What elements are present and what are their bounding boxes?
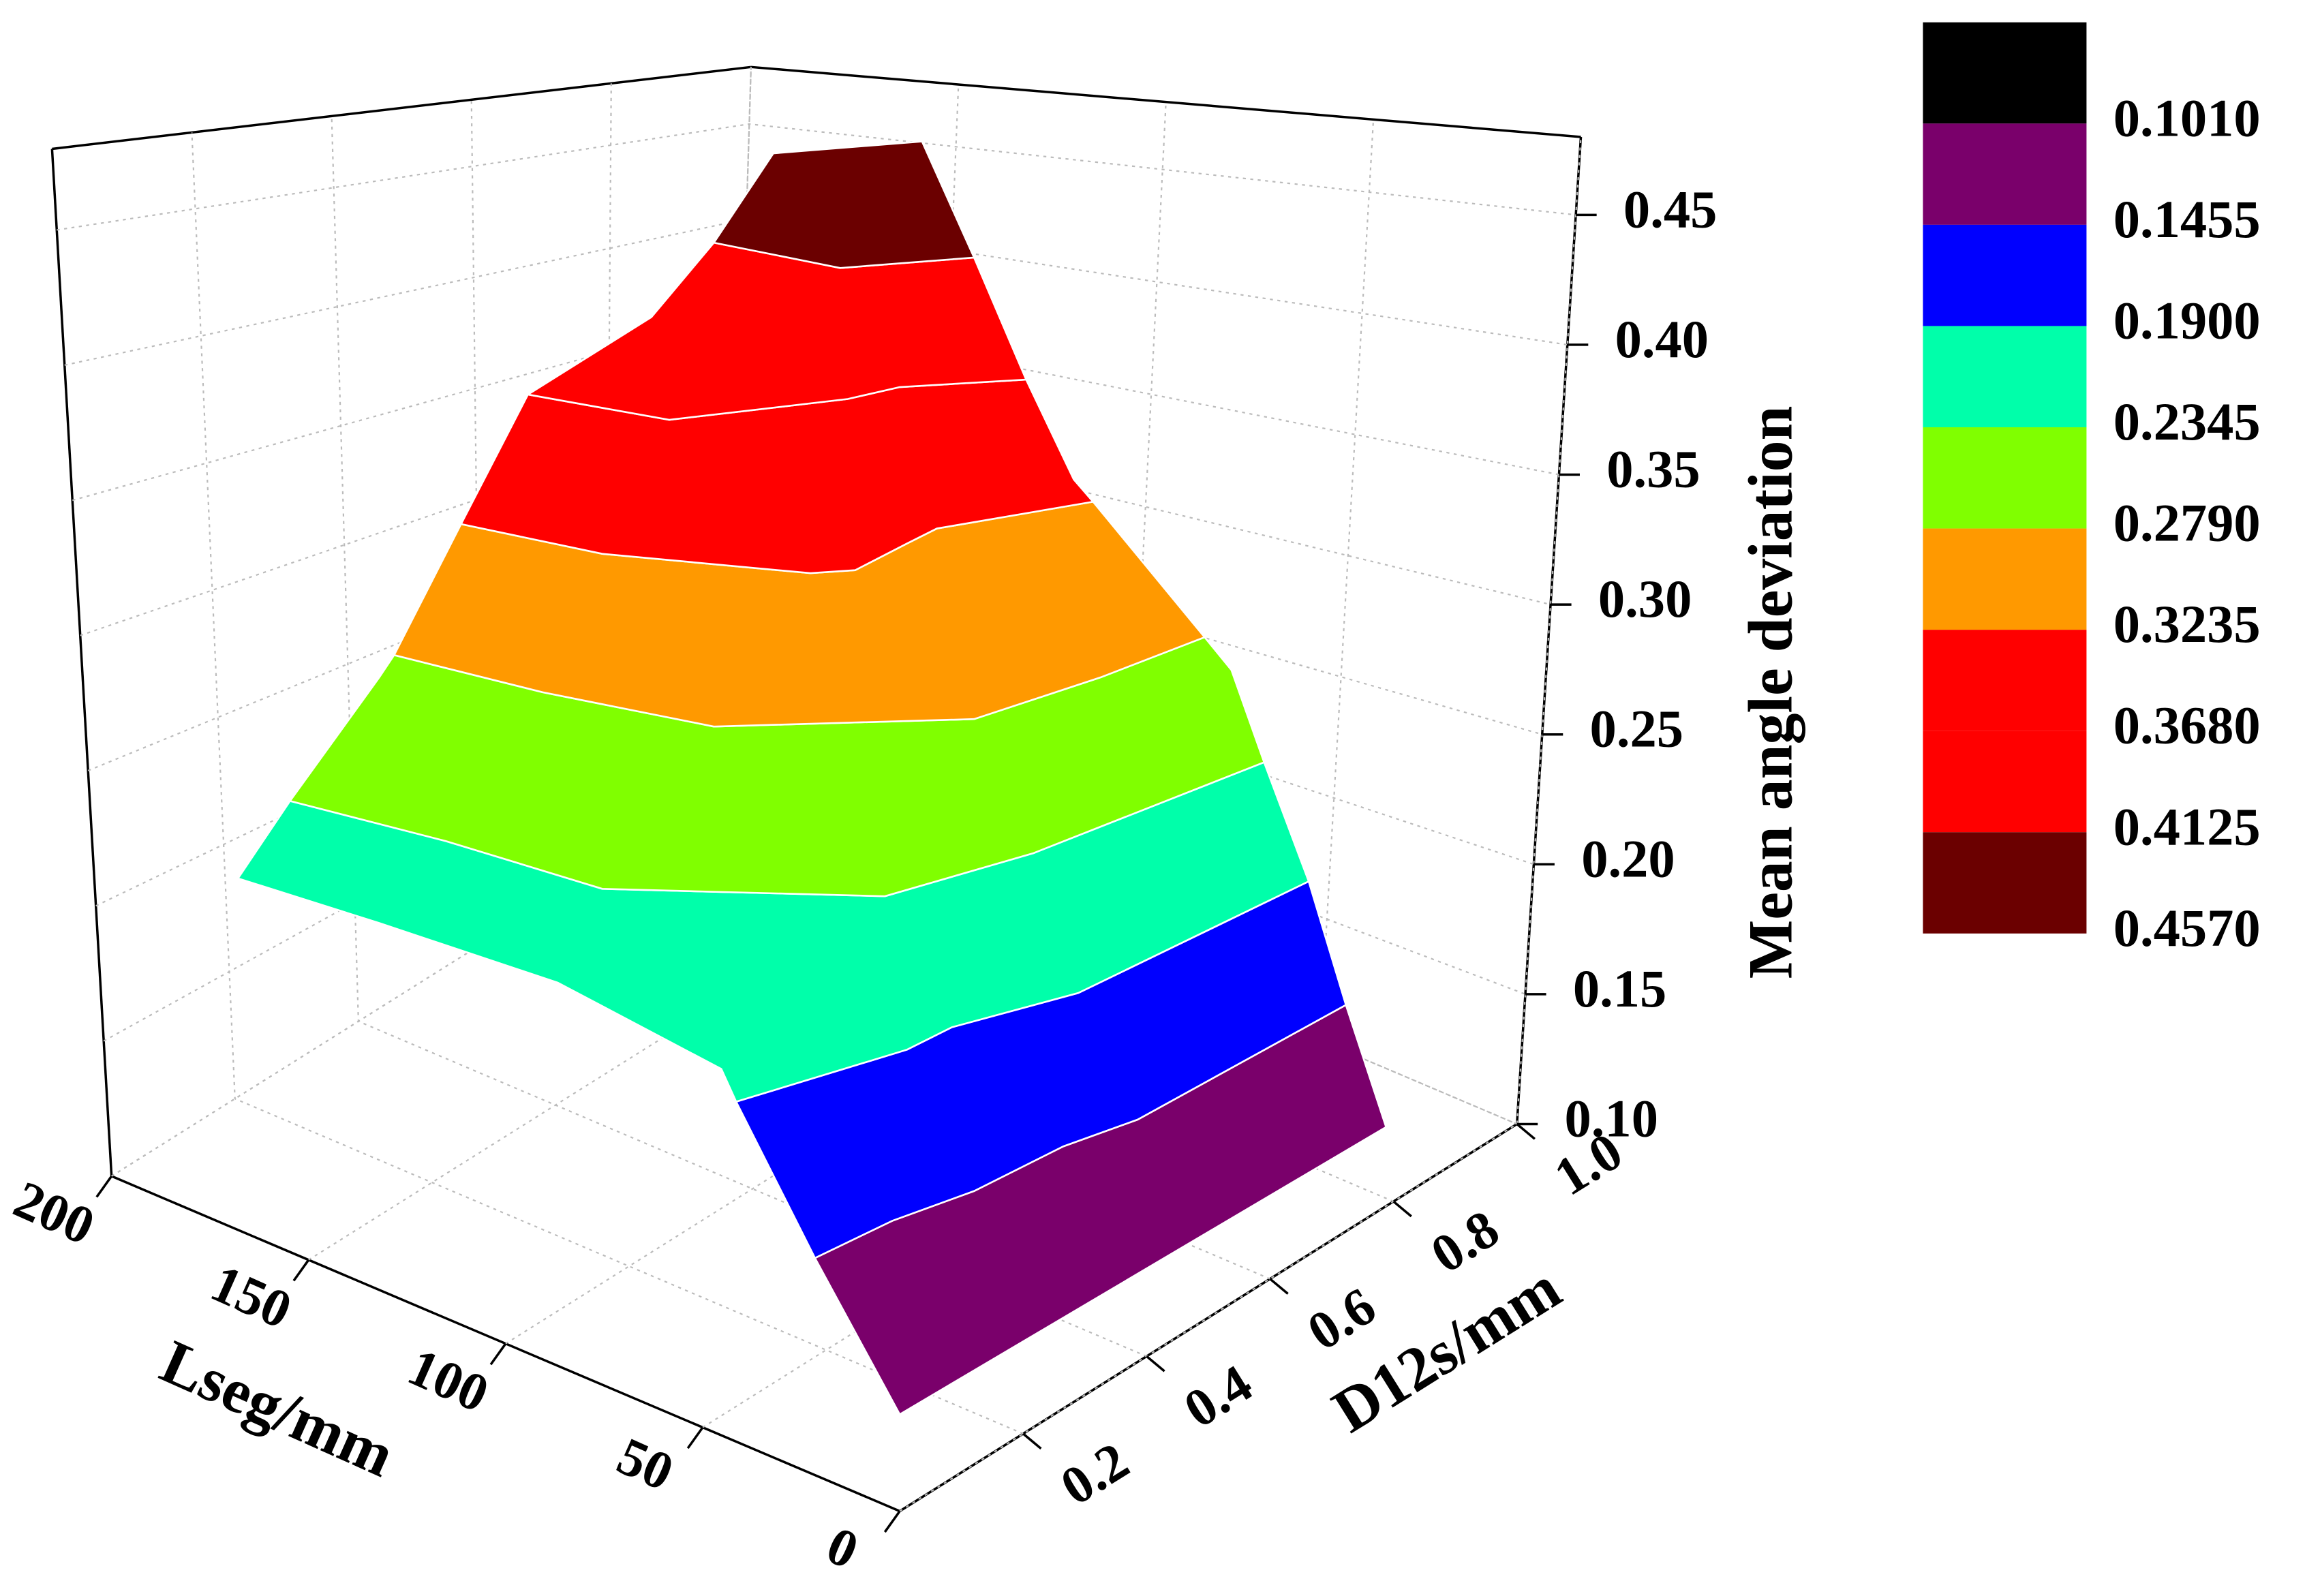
z-axis-title: Mean angle deviation [1736, 405, 1805, 979]
y-tick [1392, 1200, 1412, 1218]
colorbar-swatch [1923, 22, 2087, 124]
x-axis-title: Lseg/mm [151, 1326, 405, 1490]
z-tick-label: 0.30 [1598, 570, 1692, 629]
y-axis-title: D12s/mm [1321, 1253, 1572, 1446]
y-tick [1516, 1123, 1536, 1140]
colorbar-swatch [1923, 427, 2087, 529]
y-tick-label: 0.2 [1051, 1431, 1139, 1517]
x-tick [292, 1259, 310, 1282]
colorbar-label: 0.1010 [2113, 89, 2261, 148]
x-tick [883, 1510, 901, 1533]
colorbar-swatch [1923, 224, 2087, 326]
axis-edge [750, 65, 1581, 138]
z-tick-label: 0.45 [1623, 180, 1717, 239]
z-tick-label: 0.40 [1615, 310, 1709, 369]
z-tick-label: 0.15 [1573, 960, 1666, 1019]
grid-line [80, 408, 1551, 636]
z-tick-label: 0.35 [1606, 440, 1700, 500]
x-tick-label: 150 [202, 1253, 300, 1340]
colorbar-swatch [1923, 528, 2087, 630]
colorbar-label: 0.4125 [2113, 797, 2261, 857]
z-tick-label: 0.25 [1590, 700, 1683, 759]
y-tick-label: 0.6 [1298, 1276, 1386, 1362]
surface-band [712, 140, 976, 269]
y-tick-label: 0.8 [1421, 1199, 1509, 1285]
colorbar-label: 0.2345 [2113, 393, 2261, 452]
colorbar-swatch [1923, 326, 2087, 428]
x-tick-label: 100 [399, 1337, 497, 1424]
surface [236, 140, 1388, 1416]
grid-line [191, 132, 1024, 1434]
z-tick-label: 0.20 [1581, 829, 1675, 889]
z-tick-label: 0.10 [1565, 1089, 1658, 1148]
axis-edge [52, 65, 752, 151]
x-tick [686, 1426, 704, 1449]
y-tick [1269, 1278, 1289, 1295]
colorbar-swatch [1923, 731, 2087, 833]
y-tick-label: 0.4 [1174, 1354, 1262, 1440]
axis-edge [50, 149, 113, 1177]
grid-line [103, 693, 1526, 1042]
x-tick-label: 50 [609, 1426, 682, 1503]
x-tick-label: 0 [818, 1516, 866, 1581]
x-tick [95, 1175, 113, 1198]
colorbar-swatch [1923, 630, 2087, 731]
grid-line [64, 218, 1568, 366]
x-tick-label: 200 [5, 1170, 103, 1257]
colorbar-swatch [1923, 832, 2087, 934]
x-tick [489, 1342, 507, 1366]
colorbar-swatch [1923, 123, 2087, 225]
colorbar-label: 0.3680 [2113, 696, 2261, 756]
colorbar-label: 0.2790 [2113, 494, 2261, 553]
y-tick [1146, 1355, 1165, 1372]
colorbar-label: 0.1455 [2113, 190, 2261, 249]
grid-line [72, 313, 1559, 502]
colorbar-label: 0.4570 [2113, 899, 2261, 958]
y-tick [1022, 1432, 1042, 1450]
colorbar-label: 0.3235 [2113, 595, 2261, 654]
colorbar-label: 0.1900 [2113, 291, 2261, 350]
